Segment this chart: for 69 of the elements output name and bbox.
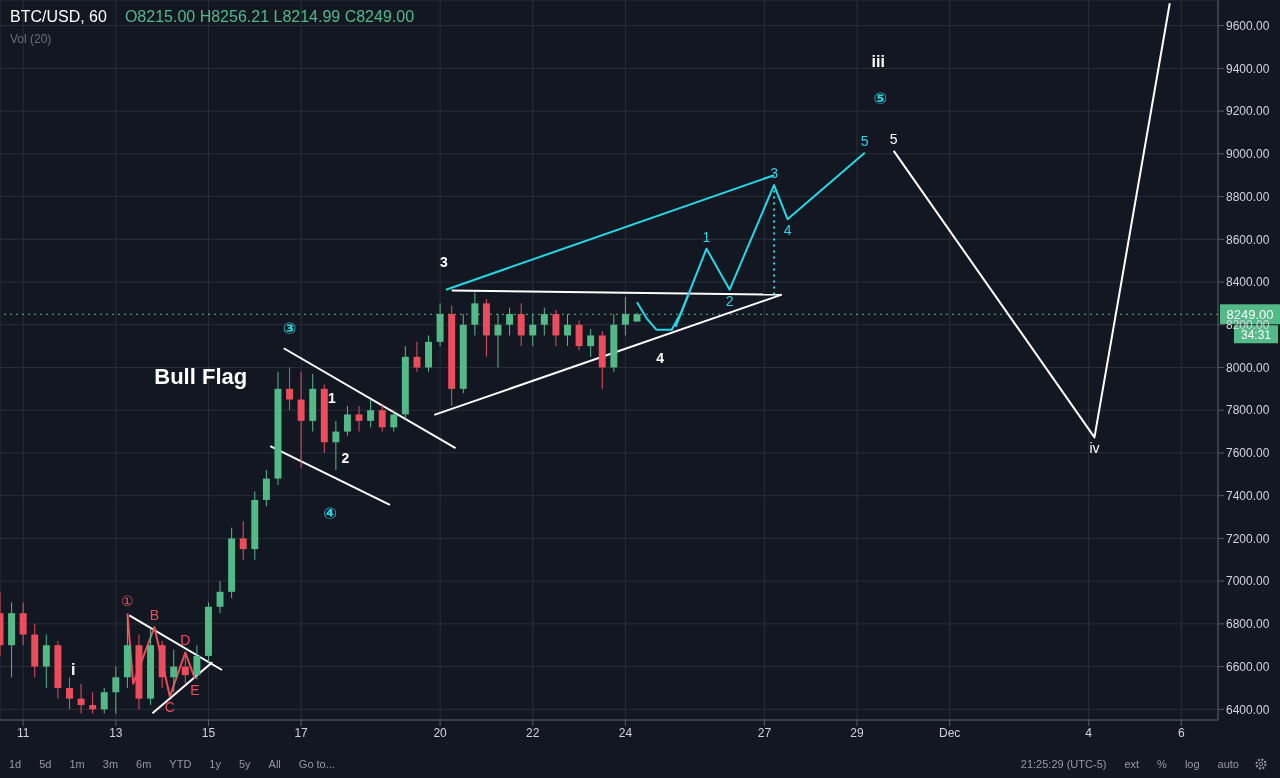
text: BTC/USD, 60 <box>10 8 107 26</box>
y-tick-label: 6800.00 <box>1226 617 1270 632</box>
annotation: 3 <box>770 165 779 182</box>
y-tick-label: 6400.00 <box>1226 702 1270 717</box>
y-tick-label: 7000.00 <box>1226 574 1270 589</box>
annotation: 1 <box>328 389 337 406</box>
annotation: 3 <box>440 253 449 270</box>
text: 3m <box>102 758 119 770</box>
annotation: 4 <box>656 349 665 366</box>
annotation: iv <box>1089 440 1100 457</box>
annotation: 5 <box>860 132 869 149</box>
annotation: ① <box>121 593 134 610</box>
annotation: E <box>190 681 200 698</box>
annotation: 5 <box>889 130 898 147</box>
annotation: C <box>164 699 175 716</box>
x-tick-label: Dec <box>939 725 961 740</box>
x-tick-label: 27 <box>757 725 772 740</box>
text: auto <box>1217 758 1239 770</box>
annotation: ④ <box>323 504 337 522</box>
text: 21:25:29 (UTC-5) <box>1020 758 1107 770</box>
annotation: ⑤ <box>873 90 887 108</box>
y-tick-label: 9600.00 <box>1226 18 1270 33</box>
annotation: B <box>149 607 160 624</box>
x-tick-label: 13 <box>109 725 123 740</box>
y-tick-label: 8400.00 <box>1226 275 1270 290</box>
x-tick-label: 15 <box>201 725 216 740</box>
text: Go to... <box>298 758 335 770</box>
annotation: ③ <box>282 319 297 337</box>
annotation: 4 <box>783 222 792 239</box>
y-tick-label: 9400.00 <box>1226 61 1270 76</box>
y-tick-label: 7200.00 <box>1226 531 1270 546</box>
text: All <box>268 758 281 770</box>
annotation: i <box>71 661 76 679</box>
text: log <box>1184 758 1200 770</box>
annotation: Bull Flag <box>154 364 248 390</box>
text: 1m <box>69 758 85 770</box>
y-tick-label: 6600.00 <box>1226 659 1270 674</box>
annotation: D <box>180 632 191 649</box>
x-tick-label: 6 <box>1177 725 1185 740</box>
text: 6m <box>136 758 152 770</box>
y-tick-label: 8000.00 <box>1226 360 1270 375</box>
y-tick-label: 8600.00 <box>1226 232 1270 247</box>
text: % <box>1157 758 1167 770</box>
annotation: 2 <box>341 449 350 466</box>
annotation: Vol (20) <box>10 32 52 46</box>
text: 1d <box>9 758 22 770</box>
x-tick-label: 17 <box>294 725 309 740</box>
text: ext <box>1124 758 1140 770</box>
text: 5y <box>238 758 251 770</box>
x-tick-label: 22 <box>526 725 540 740</box>
text: 1y <box>209 758 221 770</box>
y-tick-label: 9200.00 <box>1226 104 1270 119</box>
text: 5d <box>39 758 52 770</box>
y-tick-label: 8800.00 <box>1226 189 1270 204</box>
annotation: 2 <box>725 292 734 309</box>
text: O8215.00 H8256.21 L8214.99 C8249.00 <box>124 8 415 26</box>
y-tick-label: 7800.00 <box>1226 403 1270 418</box>
text: YTD <box>169 758 192 770</box>
x-tick-label: 20 <box>433 725 448 740</box>
x-tick-label: 29 <box>850 725 865 740</box>
y-tick-label: 7600.00 <box>1226 446 1270 461</box>
x-tick-label: 24 <box>618 725 633 740</box>
y-tick-label: 7400.00 <box>1226 488 1270 503</box>
annotation: 1 <box>702 228 711 245</box>
x-tick-label: 11 <box>16 725 30 740</box>
text: 34:31 <box>1240 328 1272 343</box>
x-tick-label: 4 <box>1085 725 1093 740</box>
annotation: iii <box>871 53 885 71</box>
y-tick-label: 9000.00 <box>1226 147 1270 162</box>
